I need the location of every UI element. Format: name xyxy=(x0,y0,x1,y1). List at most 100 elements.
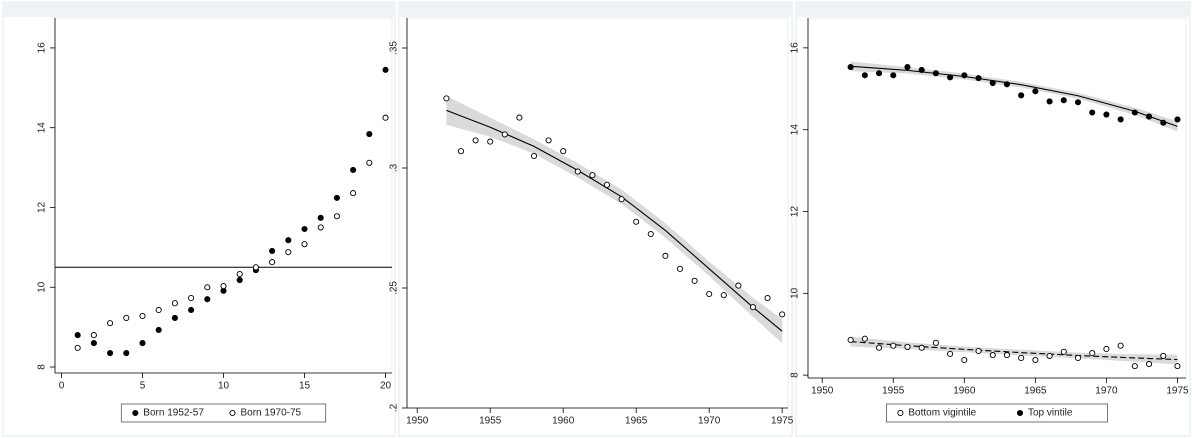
legend-box xyxy=(886,403,1109,423)
point xyxy=(735,282,742,289)
point xyxy=(171,314,178,322)
point xyxy=(269,259,276,266)
point xyxy=(301,225,308,233)
y-tick-label: 16 xyxy=(37,42,48,54)
point xyxy=(706,290,713,298)
point xyxy=(220,282,227,290)
point xyxy=(236,271,243,278)
point xyxy=(764,295,771,302)
point xyxy=(676,265,684,272)
legend-label: Top vintile xyxy=(1028,408,1073,419)
point xyxy=(1131,109,1138,116)
legend-label: Bottom vigintile xyxy=(908,408,976,419)
point xyxy=(890,72,897,79)
point xyxy=(975,75,982,82)
point xyxy=(861,72,868,79)
x-tick-label: 15 xyxy=(299,381,311,392)
x-tick-label: 1950 xyxy=(406,416,429,427)
y-tick-label: .25 xyxy=(389,281,400,295)
point xyxy=(333,194,340,201)
legend-marker xyxy=(132,409,139,417)
point xyxy=(1018,92,1025,99)
point xyxy=(961,72,968,79)
point xyxy=(350,190,357,197)
legend-label: Born 1952-57 xyxy=(143,408,204,419)
point xyxy=(1046,98,1053,105)
point xyxy=(1046,352,1053,359)
y-tick-label: 8 xyxy=(37,364,48,370)
point xyxy=(890,342,897,349)
point xyxy=(904,343,911,350)
point xyxy=(382,114,389,121)
point xyxy=(1074,354,1082,362)
legend: Born 1952-57 Born 1970-75 xyxy=(120,403,327,423)
x-tick-label: 5 xyxy=(140,381,146,392)
point xyxy=(530,152,538,160)
point xyxy=(188,306,195,314)
point xyxy=(171,300,178,307)
point xyxy=(662,252,669,259)
x-tick-label: 1955 xyxy=(882,386,905,397)
point xyxy=(989,352,996,359)
point xyxy=(560,148,567,155)
point xyxy=(691,277,698,284)
legend-box xyxy=(120,403,327,423)
point xyxy=(1117,342,1124,349)
point xyxy=(487,138,494,145)
point xyxy=(1160,352,1167,359)
point xyxy=(932,339,939,346)
point xyxy=(618,196,625,203)
point xyxy=(269,247,276,254)
point xyxy=(961,356,968,364)
x-tick-label: 10 xyxy=(218,381,230,392)
point xyxy=(1032,356,1039,364)
y-tick-label: 16 xyxy=(790,42,801,54)
point xyxy=(1060,348,1067,355)
point xyxy=(204,284,211,291)
point xyxy=(1074,99,1082,106)
x-tick-label: 1965 xyxy=(625,416,648,427)
x-tick-label: 1970 xyxy=(698,416,721,427)
y-tick-label: 12 xyxy=(37,201,48,213)
point xyxy=(123,350,130,357)
y-tick-label: 14 xyxy=(37,122,48,134)
point xyxy=(382,66,389,73)
x-tick-label: 1950 xyxy=(811,386,834,397)
legend-label: Born 1970-75 xyxy=(241,408,302,419)
title-band xyxy=(797,3,1189,17)
point xyxy=(155,306,162,314)
point xyxy=(317,214,324,221)
point xyxy=(904,64,911,71)
point xyxy=(443,95,450,102)
point xyxy=(1131,363,1138,370)
point xyxy=(252,264,259,271)
point xyxy=(74,344,81,351)
point xyxy=(74,332,81,339)
point xyxy=(155,326,162,333)
point xyxy=(301,241,308,248)
x-tick-label: 1965 xyxy=(1024,386,1047,397)
plot-area xyxy=(807,17,1187,379)
point xyxy=(501,131,508,138)
plot-area xyxy=(54,17,393,374)
point xyxy=(1146,113,1153,120)
point xyxy=(1103,111,1110,118)
point xyxy=(236,277,243,284)
point xyxy=(1003,352,1010,359)
point xyxy=(647,230,654,238)
point xyxy=(932,70,939,77)
y-tick-label: 8 xyxy=(790,372,801,378)
point xyxy=(574,168,581,175)
y-tick-label: 10 xyxy=(790,287,801,299)
point xyxy=(918,66,925,74)
point xyxy=(720,292,727,299)
point xyxy=(90,332,97,339)
legend: Bottom vigintile Top vintile xyxy=(886,403,1109,423)
y-tick-label: 14 xyxy=(790,124,801,136)
point xyxy=(1060,97,1067,104)
legend-marker xyxy=(1016,409,1024,417)
x-tick-label: 1960 xyxy=(552,416,575,427)
point xyxy=(589,172,596,179)
point xyxy=(918,344,925,351)
point xyxy=(947,74,954,81)
